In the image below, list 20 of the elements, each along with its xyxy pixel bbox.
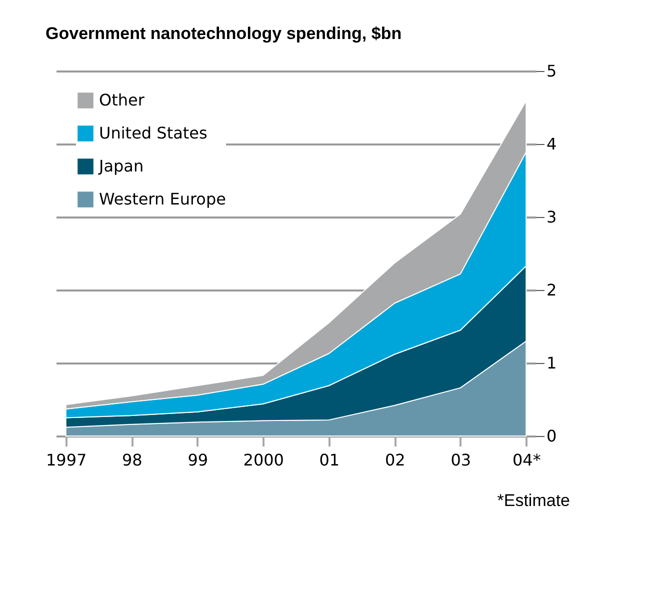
x-tick-label: 98 xyxy=(122,450,142,470)
legend-label: Japan xyxy=(98,156,144,176)
y-tick-label: 1 xyxy=(546,354,557,372)
x-tick-label: 01 xyxy=(319,450,340,470)
chart-title: Government nanotechnology spending, $bn xyxy=(46,24,402,43)
legend-label: Other xyxy=(99,90,145,110)
text: *Estimate xyxy=(496,491,570,511)
legend-label: Western Europe xyxy=(99,190,226,208)
y-tick-label: 0 xyxy=(546,426,557,446)
y-tick-label: 3 xyxy=(546,208,557,226)
x-tick-label: 04* xyxy=(512,450,541,470)
legend-label: United States xyxy=(99,124,208,142)
x-tick-label: 1997 xyxy=(46,450,87,470)
x-tick-label: 99 xyxy=(188,450,208,470)
y-tick-label: 5 xyxy=(546,62,557,80)
x-tick-label: 02 xyxy=(384,450,406,470)
y-tick-label: 4 xyxy=(546,134,557,154)
x-tick-label: 2000 xyxy=(243,450,284,470)
y-tick-label: 2 xyxy=(546,280,557,300)
x-tick-label: 03 xyxy=(450,450,472,470)
